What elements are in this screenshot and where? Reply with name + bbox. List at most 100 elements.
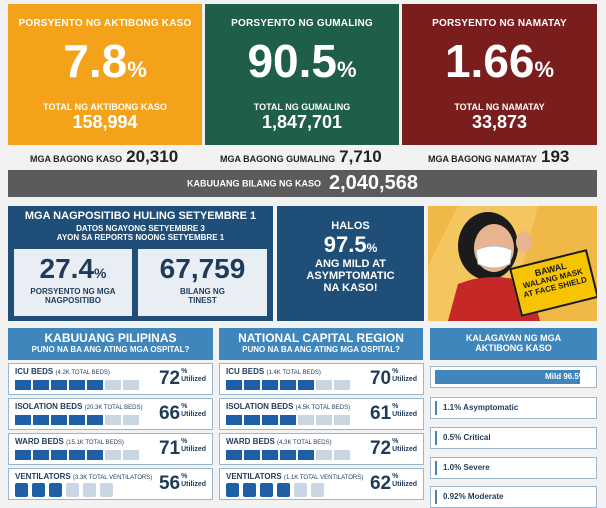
ph-row-utilized: % Utilized (181, 438, 206, 454)
bed-icon (87, 380, 103, 390)
ncr-row-detail: (4.3K TOTAL BEDS) (277, 440, 332, 446)
percent-sign: % (392, 473, 399, 480)
status-title1: KALAGAYAN NG MGA (465, 333, 562, 343)
ph-row-detail: (20.3K TOTAL BEDS) (84, 405, 143, 411)
bed-icon (123, 380, 139, 390)
new-recovered: MGA BAGONG GUMALING 7,710 (220, 147, 382, 166)
ph-row-value: 56 (158, 473, 181, 494)
bed-icon (298, 415, 314, 425)
bed-icon (69, 415, 85, 425)
ncr-row-2: WARD BEDS (4.3K TOTAL BEDS) 72% Utilized (219, 433, 424, 465)
ph-row-label: ISOLATION BEDS (20.3K TOTAL BEDS) (15, 402, 142, 411)
ventilator-icon (49, 483, 62, 497)
ncr-row-utilization: 70% Utilized (370, 368, 417, 390)
status-header: KALAGAYAN NG MGA AKTIBONG KASO (430, 328, 597, 360)
bed-icon (316, 450, 332, 460)
ncr-row-utilization: 61% Utilized (370, 403, 417, 425)
ncr-row-label: WARD BEDS (4.3K TOTAL BEDS) (226, 437, 332, 446)
ventilator-icon (260, 483, 273, 497)
status-row-2: 0.5% Critical (430, 427, 597, 449)
ncr-row-utilized: % Utilized (392, 403, 417, 419)
status-row-1: 1.1% Asymptomatic (430, 397, 597, 419)
recovered-total-label: TOTAL NG GUMALING (253, 102, 351, 112)
ph-row-utilization: 56% Utilized (159, 473, 206, 495)
ncr-row-label: ISOLATION BEDS (4.5K TOTAL BEDS) (226, 402, 350, 411)
ncr-subtitle: PUNO NA BA ANG ATING MGA OSPITAL? (242, 345, 400, 354)
bed-icon (334, 415, 350, 425)
ncr-section-header: NATIONAL CAPITAL REGION PUNO NA BA ANG A… (219, 328, 423, 360)
ph-bed-bar (15, 450, 139, 460)
deaths-panel: PORSYENTO NG NAMATAY 1.66% TOTAL NG NAMA… (402, 4, 597, 145)
bed-icon (33, 415, 49, 425)
utilized-label: Utilized (392, 411, 417, 418)
status-fill (435, 461, 437, 475)
ventilator-icon (15, 483, 28, 497)
ncr-row-value: 61 (369, 403, 392, 424)
bed-icon (298, 380, 314, 390)
new-cases-label: MGA BAGONG KASO (30, 154, 123, 164)
ventilator-icon (66, 483, 79, 497)
bed-icon (105, 450, 121, 460)
ph-row-detail: (3.3K TOTAL VENTILATORS) (72, 475, 153, 481)
bed-icon (51, 415, 67, 425)
percent-sign: % (392, 438, 399, 445)
ph-row-utilized: % Utilized (181, 473, 206, 489)
ncr-row-name: ISOLATION BEDS (226, 402, 294, 411)
ph-bed-bar (15, 415, 139, 425)
ventilator-icon (294, 483, 307, 497)
bed-icon (262, 380, 278, 390)
status-row-0: Mild 96.5% (430, 366, 597, 388)
new-recovered-label: MGA BAGONG GUMALING (220, 154, 336, 164)
ph-row-value: 66 (158, 403, 181, 424)
positivity-rate-label1: PORSYENTO NG MGA (30, 287, 116, 296)
bed-icon (15, 415, 31, 425)
ph-ventilator-icons (15, 483, 113, 497)
recovered-panel: PORSYENTO NG GUMALING 90.5% TOTAL NG GUM… (205, 4, 399, 145)
ph-row-name: ICU BEDS (15, 367, 54, 376)
ncr-row-label: ICU BEDS (1.4K TOTAL BEDS) (226, 367, 321, 376)
ph-section-header: KABUUANG PILIPINAS PUNO NA BA ANG ATING … (8, 328, 213, 360)
recovered-total: 1,847,701 (261, 112, 343, 132)
utilized-label: Utilized (392, 481, 417, 488)
positivity-panel: MGA NAGPOSITIBO HULING SETYEMBRE 1 DATOS… (8, 206, 273, 321)
bed-icon (244, 380, 260, 390)
bed-icon (123, 415, 139, 425)
mask-illustration-panel: BAWAL WALANG MASK AT FACE SHIELD (428, 206, 597, 321)
active-cases-panel: PORSYENTO NG AKTIBONG KASO 7.8% TOTAL NG… (8, 4, 202, 145)
bed-icon (226, 415, 242, 425)
ncr-row-name: VENTILATORS (226, 472, 282, 481)
ncr-row-utilization: 62% Utilized (370, 473, 417, 495)
recovered-percent: 90.5% (247, 35, 357, 87)
bed-icon (33, 380, 49, 390)
ncr-row-detail: (1.1K TOTAL VENTILATORS) (283, 475, 364, 481)
deaths-label: PORSYENTO NG NAMATAY (432, 18, 567, 29)
new-cases-value: 20,310 (126, 147, 179, 166)
ph-row-label: WARD BEDS (15.1K TOTAL BEDS) (15, 437, 124, 446)
bed-icon (262, 415, 278, 425)
tested-card: 67,759 BILANG NG TINEST (138, 249, 267, 316)
bed-icon (51, 450, 67, 460)
ph-row-utilization: 72% Utilized (159, 368, 206, 390)
new-recovered-value: 7,710 (339, 147, 382, 166)
ncr-row-label: VENTILATORS (1.1K TOTAL VENTILATORS) (226, 472, 363, 481)
ncr-row-value: 72 (369, 438, 392, 459)
status-label: 1.0% Severe (443, 463, 490, 472)
mild-line2: ANG MILD AT (315, 258, 386, 270)
mild-line4: NA KASO! (323, 282, 378, 294)
total-cases-band: KABUUANG BILANG NG KASO 2,040,568 (8, 170, 597, 197)
bed-icon (69, 380, 85, 390)
mild-line3: ASYMPTOMATIC (306, 270, 395, 282)
ncr-title: NATIONAL CAPITAL REGION (238, 331, 404, 345)
deaths-percent: 1.66% (444, 35, 555, 87)
ph-row-value: 72 (158, 368, 181, 389)
status-fill (435, 431, 437, 445)
percent-sign: % (392, 368, 399, 375)
ph-bed-bar (15, 380, 139, 390)
positivity-sub2: AYON SA REPORTS NOONG SETYEMBRE 1 (56, 233, 225, 242)
bed-icon (69, 450, 85, 460)
positivity-sub1: DATOS NGAYONG SETYEMBRE 3 (76, 224, 205, 233)
bed-icon (262, 450, 278, 460)
percent-sign: % (181, 438, 188, 445)
ph-row-detail: (4.2K TOTAL BEDS) (55, 370, 110, 376)
percent-sign: % (181, 368, 188, 375)
